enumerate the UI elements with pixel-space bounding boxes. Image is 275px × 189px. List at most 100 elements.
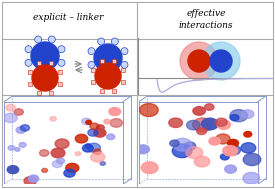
Circle shape: [29, 175, 39, 182]
Circle shape: [52, 160, 62, 168]
Circle shape: [225, 165, 236, 173]
Circle shape: [31, 42, 59, 70]
Circle shape: [180, 42, 218, 80]
Circle shape: [66, 163, 79, 173]
Circle shape: [75, 134, 88, 143]
Circle shape: [25, 46, 32, 53]
Bar: [112, 89, 116, 93]
Bar: [28, 82, 32, 86]
Circle shape: [241, 143, 256, 153]
Circle shape: [98, 71, 105, 78]
Bar: [58, 82, 62, 86]
Circle shape: [193, 118, 212, 132]
Circle shape: [19, 143, 26, 147]
Circle shape: [216, 134, 230, 144]
Circle shape: [243, 153, 261, 166]
Circle shape: [58, 59, 65, 66]
Circle shape: [94, 44, 122, 72]
Circle shape: [230, 115, 239, 121]
Circle shape: [86, 120, 92, 124]
Circle shape: [170, 140, 179, 146]
Bar: [50, 61, 53, 65]
Circle shape: [50, 117, 56, 121]
Circle shape: [194, 156, 210, 167]
Circle shape: [75, 152, 81, 156]
Circle shape: [216, 118, 227, 126]
Circle shape: [51, 148, 65, 158]
Circle shape: [121, 61, 128, 68]
Circle shape: [20, 125, 29, 131]
Circle shape: [94, 149, 101, 154]
Circle shape: [94, 129, 106, 137]
Circle shape: [197, 128, 207, 135]
Circle shape: [42, 168, 48, 172]
Circle shape: [88, 61, 95, 68]
Circle shape: [98, 38, 105, 45]
Circle shape: [227, 145, 241, 155]
Text: interactions: interactions: [179, 22, 233, 30]
Circle shape: [48, 69, 55, 76]
Circle shape: [241, 110, 254, 119]
Circle shape: [111, 38, 118, 45]
Text: explicit – linker: explicit – linker: [33, 13, 103, 22]
Circle shape: [184, 142, 196, 150]
Circle shape: [244, 132, 252, 137]
Circle shape: [107, 134, 115, 140]
Circle shape: [202, 118, 218, 130]
Circle shape: [121, 48, 128, 55]
Circle shape: [32, 65, 58, 91]
Circle shape: [243, 172, 260, 184]
Circle shape: [14, 109, 23, 115]
Bar: [58, 70, 62, 74]
Bar: [91, 81, 95, 84]
Circle shape: [35, 69, 42, 76]
Circle shape: [169, 118, 182, 128]
Circle shape: [110, 119, 122, 127]
Bar: [37, 61, 41, 65]
Circle shape: [24, 177, 37, 185]
Bar: [100, 89, 104, 93]
Circle shape: [139, 104, 158, 117]
Circle shape: [48, 36, 55, 43]
Circle shape: [104, 119, 111, 124]
Circle shape: [4, 113, 17, 123]
Bar: [121, 81, 125, 84]
Circle shape: [40, 150, 49, 156]
Circle shape: [6, 105, 15, 111]
Circle shape: [188, 50, 210, 72]
Circle shape: [193, 107, 205, 115]
Circle shape: [230, 110, 248, 122]
Circle shape: [111, 71, 118, 78]
Circle shape: [173, 138, 192, 151]
Circle shape: [186, 147, 203, 159]
Circle shape: [90, 123, 99, 129]
Circle shape: [217, 120, 230, 129]
Bar: [91, 68, 95, 72]
Text: effective: effective: [186, 9, 226, 19]
Circle shape: [202, 42, 240, 80]
Circle shape: [15, 148, 20, 151]
Circle shape: [8, 146, 15, 150]
Circle shape: [88, 48, 95, 55]
Circle shape: [210, 50, 232, 72]
Circle shape: [141, 162, 158, 174]
Circle shape: [186, 120, 200, 130]
Circle shape: [87, 143, 100, 152]
Circle shape: [58, 46, 65, 53]
Circle shape: [109, 108, 120, 116]
Circle shape: [95, 63, 121, 89]
Circle shape: [88, 129, 98, 136]
Circle shape: [57, 158, 65, 164]
Circle shape: [209, 137, 220, 145]
Circle shape: [35, 36, 42, 43]
Bar: [121, 68, 125, 72]
Bar: [100, 59, 104, 63]
Circle shape: [64, 169, 75, 177]
Circle shape: [85, 144, 91, 148]
Circle shape: [25, 59, 32, 66]
Circle shape: [16, 127, 26, 133]
Bar: [112, 59, 116, 63]
Circle shape: [91, 152, 105, 162]
Circle shape: [228, 139, 238, 147]
Circle shape: [220, 154, 229, 160]
